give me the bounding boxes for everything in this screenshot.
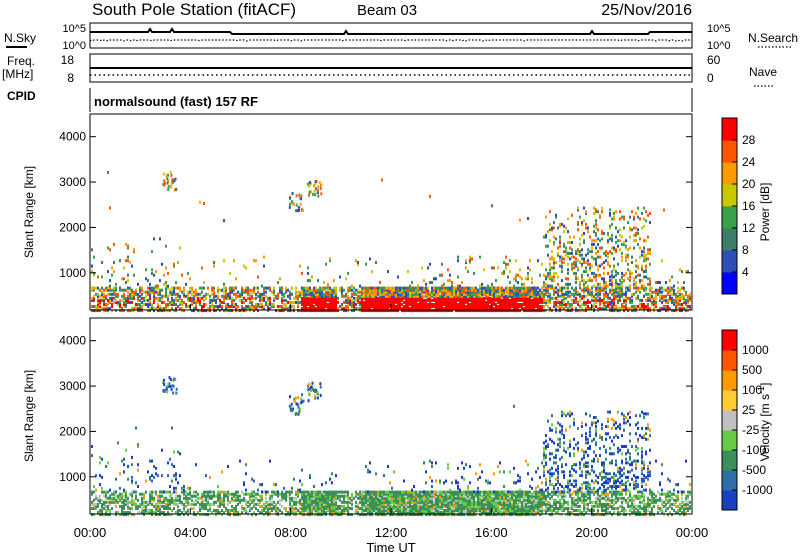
colorbar-swatch: [722, 118, 737, 141]
colorbar-swatch: [722, 162, 737, 185]
colorbar-tick-label: 12: [742, 221, 756, 235]
noise-tick-left-low: 10^0: [62, 40, 86, 52]
colorbar-swatch: [722, 272, 737, 295]
nsky-label: N.Sky: [4, 31, 36, 45]
colorbar-tick-label: 28: [742, 133, 756, 147]
colorbar-tick-label: 25: [742, 403, 756, 417]
velocity-colorbar: 1000 500 100 25 -25 -100 -500 -1000: [721, 329, 773, 511]
freq-unit: [MHz]: [2, 67, 33, 81]
colorbar-tick-label: 16: [742, 199, 756, 213]
noise-tick-right-low: 10^0: [707, 40, 731, 52]
power-colorbar: 4 8 12 16 20 24 28: [721, 117, 756, 295]
colorbar-tick-label: 500: [742, 363, 762, 377]
y-tick-label: 4000: [59, 334, 86, 348]
time-xaxis: 00:00 04:00 08:00 12:00 16:00 20:00 00:00: [74, 304, 709, 540]
beam-label: Beam 03: [357, 2, 417, 19]
y-tick-label: 3000: [59, 379, 86, 393]
colorbar-swatch: [722, 470, 737, 491]
y-tick-label: 1000: [59, 470, 86, 484]
colorbar-tick-label: 20: [742, 177, 756, 191]
colorbar-tick-label: 1000: [742, 343, 769, 357]
x-tick-label: 12:00: [375, 525, 408, 540]
y-tick-label: 1000: [59, 266, 86, 280]
x-tick-label: 04:00: [174, 525, 207, 540]
cpid-text: normalsound (fast) 157 RF: [94, 94, 258, 109]
nave-tick-high: 60: [707, 53, 721, 67]
velocity-yaxis: 1000 2000 3000 4000: [59, 334, 692, 484]
velocity-data-layer: [91, 376, 691, 517]
colorbar-swatch: [722, 228, 737, 251]
x-tick-label: 00:00: [676, 525, 709, 540]
colorbar-tick-label: 8: [742, 243, 749, 257]
x-tick-label: 08:00: [274, 525, 307, 540]
x-tick-label: 00:00: [74, 525, 107, 540]
x-tick-label: 20:00: [575, 525, 608, 540]
colorbar-swatch: [722, 184, 737, 207]
colorbar-swatch: [722, 350, 737, 371]
colorbar-tick-label: 4: [742, 265, 749, 279]
nsearch-trace: [89, 39, 692, 42]
colorbar-swatch: [722, 250, 737, 273]
colorbar-swatch: [722, 330, 737, 351]
colorbar-swatch: [722, 430, 737, 451]
freq-label: Freq.: [7, 54, 35, 68]
colorbar-swatch: [722, 206, 737, 229]
nsky-trace: [90, 27, 692, 35]
nave-tick-low: 0: [707, 71, 714, 85]
colorbar-tick-label: -25: [742, 423, 760, 437]
date-label: 25/Nov/2016: [601, 2, 692, 19]
nave-label: Nave: [749, 65, 777, 79]
power-colorbar-label: Power [dB]: [758, 183, 772, 242]
power-ylabel: Slant Range [km]: [22, 166, 36, 258]
station-title: South Pole Station (fitACF): [92, 0, 296, 19]
colorbar-swatch: [722, 450, 737, 471]
x-axis-label: Time UT: [366, 540, 415, 554]
velocity-ylabel: Slant Range [km]: [22, 370, 36, 462]
noise-panel: [89, 22, 693, 49]
power-yaxis: 1000 2000 3000 4000: [59, 130, 692, 280]
colorbar-tick-label: 24: [742, 155, 756, 169]
noise-tick-right-high: 10^5: [707, 23, 731, 35]
colorbar-frame: [721, 329, 738, 511]
power-data-layer: [91, 170, 691, 313]
colorbar-swatch: [722, 390, 737, 411]
velocity-colorbar-label: Velocity [m s-1]: [756, 383, 772, 462]
x-tick-label: 16:00: [475, 525, 508, 540]
cpid-label: CPID: [7, 89, 36, 103]
y-tick-label: 2000: [59, 220, 86, 234]
colorbar-tick-label: -100: [742, 443, 766, 457]
colorbar-tick-label: -1000: [742, 483, 773, 497]
freq-tick-low: 8: [67, 71, 74, 85]
y-tick-label: 3000: [59, 175, 86, 189]
colorbar-swatch: [722, 140, 737, 163]
colorbar-swatch: [722, 370, 737, 391]
colorbar-swatch: [722, 490, 737, 511]
noise-tick-left-high: 10^5: [62, 23, 86, 35]
freq-tick-high: 18: [61, 53, 75, 67]
y-tick-label: 4000: [59, 130, 86, 144]
y-tick-label: 2000: [59, 424, 86, 438]
colorbar-swatch: [722, 410, 737, 431]
colorbar-tick-label: 100: [742, 383, 762, 397]
colorbar-tick-label: -500: [742, 463, 766, 477]
nsearch-label: N.Search: [748, 31, 798, 45]
